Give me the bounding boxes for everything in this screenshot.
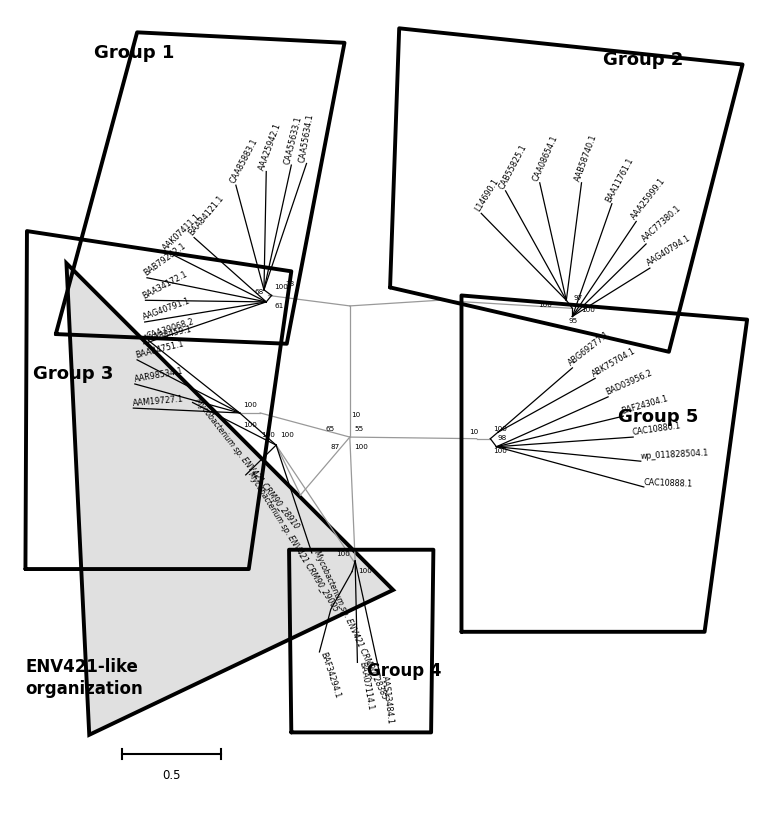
Text: AAC77380.1: AAC77380.1: [640, 204, 683, 244]
Polygon shape: [67, 263, 393, 735]
Text: ENV421-like
organization: ENV421-like organization: [25, 658, 143, 698]
Text: CAA55634.1: CAA55634.1: [298, 113, 315, 163]
Text: AAA25942.1: AAA25942.1: [258, 121, 283, 172]
Text: wp_011828504.1: wp_011828504.1: [641, 449, 709, 461]
Text: CAA08654.1: CAA08654.1: [531, 134, 560, 183]
Text: 68: 68: [255, 289, 264, 295]
Text: 100: 100: [493, 448, 508, 454]
Text: Group 1: Group 1: [94, 45, 174, 63]
Text: 100: 100: [275, 284, 289, 290]
Text: Group 3: Group 3: [33, 365, 114, 383]
Text: 10: 10: [351, 412, 361, 418]
Text: AAG40791.1: AAG40791.1: [141, 297, 192, 322]
Text: BAF24304.1: BAF24304.1: [621, 394, 670, 416]
Text: 100: 100: [493, 426, 508, 432]
Text: CAB55825.1: CAB55825.1: [498, 143, 529, 191]
Text: L14690.1: L14690.1: [474, 177, 501, 213]
Text: 10: 10: [469, 429, 478, 435]
Text: BAA07114.1: BAA07114.1: [357, 661, 375, 711]
Text: CAA85883.1: CAA85883.1: [228, 137, 259, 185]
Text: BAA11761.1: BAA11761.1: [604, 156, 635, 204]
Text: AAR98534.1: AAR98534.1: [134, 367, 184, 384]
Text: Mycobacterium sp. ENV421 CRM90_29005: Mycobacterium sp. ENV421 CRM90_29005: [246, 470, 339, 613]
Text: AAK07411.1: AAK07411.1: [161, 211, 203, 252]
Text: 98: 98: [498, 435, 507, 441]
Text: BAD03956.2: BAD03956.2: [604, 368, 654, 397]
Text: AAA25999.1: AAA25999.1: [629, 176, 667, 221]
Text: BAA84121.1: BAA84121.1: [187, 194, 226, 237]
Text: 61: 61: [275, 302, 284, 308]
Text: 100: 100: [336, 551, 350, 557]
Text: AAM19727.1: AAM19727.1: [133, 394, 184, 408]
Text: 100: 100: [358, 568, 372, 574]
Text: Group 5: Group 5: [618, 408, 698, 426]
Text: 100: 100: [243, 423, 257, 428]
Text: 95: 95: [568, 318, 578, 324]
Text: 100: 100: [354, 444, 368, 450]
Text: BAF34294.1: BAF34294.1: [318, 650, 342, 699]
Text: 0.5: 0.5: [162, 768, 180, 781]
Text: ABK75704.1: ABK75704.1: [591, 346, 637, 378]
Text: CAC10880.1: CAC10880.1: [632, 421, 682, 437]
Text: 100: 100: [261, 432, 275, 438]
Text: Group 4: Group 4: [367, 663, 442, 680]
Text: BAB79282.1: BAB79282.1: [141, 241, 187, 278]
Text: BAA84751.1: BAA84751.1: [135, 339, 185, 360]
Text: 97: 97: [574, 295, 583, 302]
Text: CAA39068.2: CAA39068.2: [146, 316, 196, 341]
Text: AAA88459.1: AAA88459.1: [142, 324, 193, 344]
Text: CAC10888.1: CAC10888.1: [644, 478, 694, 489]
Text: 87: 87: [331, 444, 340, 450]
Text: AAB58740.1: AAB58740.1: [573, 133, 598, 183]
Text: 73: 73: [285, 280, 294, 287]
Text: Group 2: Group 2: [603, 51, 684, 69]
Text: 100: 100: [538, 302, 552, 308]
Text: 65: 65: [326, 426, 335, 432]
Text: AAG40794.1: AAG40794.1: [645, 234, 693, 268]
Text: 100: 100: [243, 402, 257, 407]
Text: AAS13484.1: AAS13484.1: [380, 675, 395, 724]
Text: BAA34172.1: BAA34172.1: [141, 269, 189, 300]
Text: 100: 100: [280, 432, 294, 438]
Text: ABG69277.1: ABG69277.1: [567, 330, 612, 367]
Text: 55: 55: [354, 426, 363, 432]
Text: CAA55633.1: CAA55633.1: [283, 115, 303, 165]
Text: 100: 100: [581, 307, 595, 313]
Text: Mycobacterium sp. ENV421 CRM90_28385: Mycobacterium sp. ENV421 CRM90_28385: [312, 549, 389, 701]
Text: Mycobacterium sp. ENV421 CRM90_28910: Mycobacterium sp. ENV421 CRM90_28910: [193, 397, 300, 531]
